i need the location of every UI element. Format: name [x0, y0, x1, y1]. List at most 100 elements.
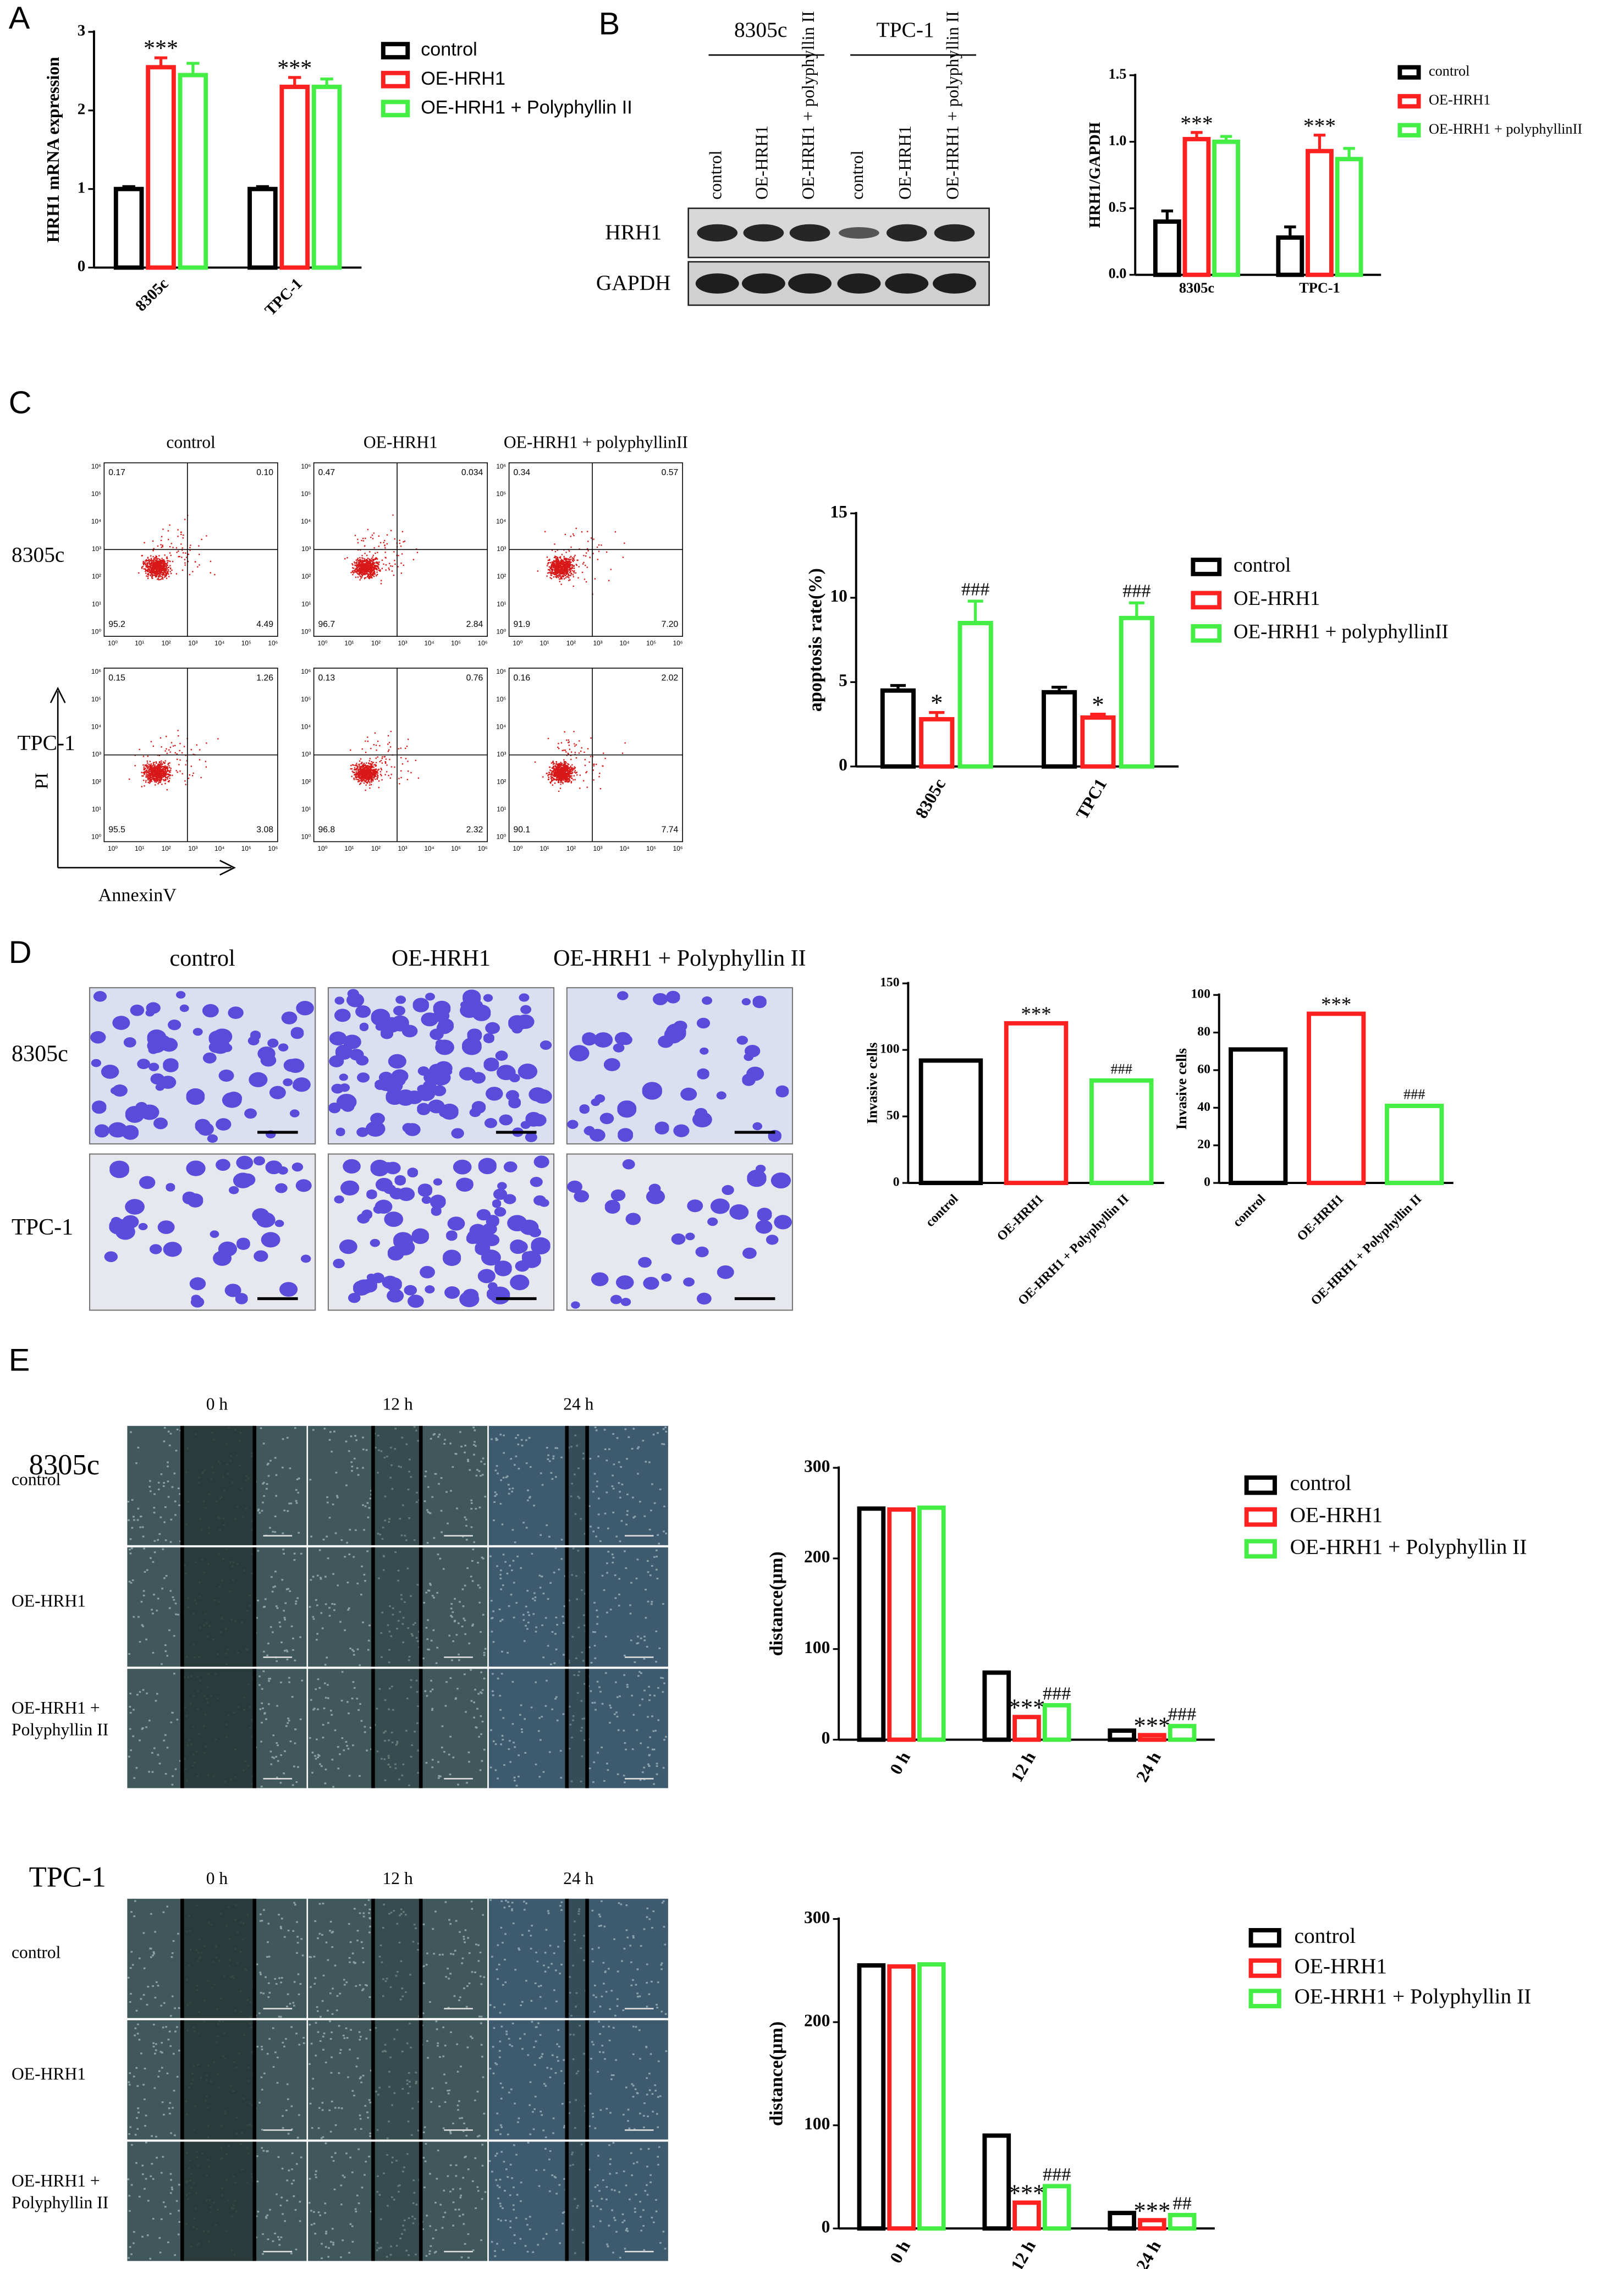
row-label: control: [12, 1942, 61, 1963]
quadrant-value: 2.02: [662, 674, 679, 683]
cell-texture: [309, 1669, 486, 1788]
flow-tick-label: 10²: [497, 572, 506, 580]
row-label: OE-HRH1 + Polyphyllin II: [12, 2171, 109, 2213]
legend-swatch: [1244, 1539, 1277, 1559]
flow-tick-label: 10⁶: [496, 668, 506, 675]
legend-label: control: [1290, 1471, 1352, 1495]
scratch-image: [308, 1425, 488, 1545]
flow-tick-label: 10³: [188, 845, 197, 852]
flow-tick-label: 10⁰: [108, 639, 118, 647]
flow-tick-label: 10²: [371, 845, 381, 852]
cell-texture: [309, 1899, 486, 2018]
flow-tick-label: 10⁶: [301, 668, 311, 675]
bar: [1012, 2200, 1041, 2231]
quadrant-value: 90.1: [513, 825, 530, 835]
flow-tick-label: 10³: [92, 750, 101, 758]
y-tick-label: 2: [78, 100, 85, 118]
y-tick-label: 0: [1204, 1175, 1210, 1189]
bar: [178, 73, 208, 270]
flow-tick-label: 10⁴: [214, 845, 224, 852]
legend-swatch: [1397, 94, 1421, 109]
flow-tick-label: 10³: [301, 750, 311, 758]
error-bar: [1090, 713, 1106, 718]
error-bar: [186, 62, 200, 75]
scratch-edge: [371, 2141, 423, 2261]
bar: [880, 688, 916, 769]
quadrant-value: 0.17: [108, 468, 125, 477]
bar: [1108, 2211, 1137, 2231]
scratch-gap: [182, 2141, 255, 2261]
flow-tick-label: 10⁵: [91, 490, 101, 498]
flow-tick-label: 10²: [92, 778, 101, 786]
significance-label: ***: [1021, 1003, 1051, 1025]
scratch-image: [488, 1425, 668, 1545]
cell-texture: [308, 2142, 487, 2260]
flow-tick-label: 10³: [301, 545, 311, 553]
panel-label: D: [9, 935, 32, 970]
y-tick-label: 40: [1197, 1100, 1210, 1114]
y-tick-label: 0.0: [1109, 266, 1127, 282]
scratch-edge: [565, 2141, 589, 2261]
error-bar: [122, 185, 135, 189]
bar: [1385, 1103, 1444, 1186]
flow-tick-label: 10¹: [135, 639, 144, 647]
x-tick-label: TPC-1: [1299, 280, 1340, 296]
bar: [957, 621, 993, 769]
row-label: TPC-1: [12, 1215, 73, 1240]
legend-swatch: [1397, 65, 1421, 80]
flow-tick-label: 10⁰: [108, 845, 118, 852]
flow-tick-label: 10²: [92, 572, 101, 580]
x-tick-label: 8305c: [132, 275, 172, 315]
row-label: control: [12, 1469, 61, 1490]
significance-label: ***: [1133, 1711, 1170, 1739]
x-tick-label: OE-HRH1: [994, 1192, 1047, 1244]
stained-cells: [567, 990, 789, 1142]
y-tick-label: 0: [839, 755, 847, 774]
flow-events: [344, 514, 419, 585]
flow-tick-label: 10⁵: [91, 695, 101, 703]
quadrant-value: 96.7: [318, 620, 335, 629]
y-tick-label: 1.5: [1109, 66, 1127, 82]
bar: [1138, 2218, 1166, 2231]
flow-tick-label: 10⁶: [91, 668, 101, 675]
scratch-edge: [371, 1547, 423, 1667]
bar: [1108, 1728, 1137, 1742]
significance-label: ***: [1321, 993, 1351, 1016]
legend-swatch: [1191, 591, 1222, 610]
significance-label: ###: [1403, 1087, 1425, 1103]
quadrant-value: 2.32: [466, 825, 483, 835]
legend-label: control: [421, 39, 477, 60]
flow-tick-label: 10¹: [92, 600, 101, 608]
column-label: 24 h: [563, 1869, 593, 1888]
flow-tick-label: 10²: [301, 778, 311, 786]
flow-tick-label: 10³: [497, 545, 506, 553]
flow-tick-label: 10²: [301, 572, 311, 580]
significance-label: *: [1092, 691, 1104, 718]
quadrant-value: 95.2: [108, 620, 125, 629]
y-axis-label: HRH1/GAPDH: [1086, 122, 1104, 228]
legend-swatch: [381, 70, 410, 89]
stained-cells: [328, 989, 552, 1142]
scratch-image: [308, 2141, 488, 2261]
legend-label: OE-HRH1 + polyphyllinII: [1429, 121, 1582, 137]
flow-tick-label: 10²: [566, 845, 576, 852]
stained-cells: [104, 1155, 312, 1308]
quadrant-value: 0.034: [461, 468, 483, 477]
flow-tick-label: 10³: [398, 639, 407, 647]
flow-tick-label: 10⁰: [317, 845, 327, 852]
y-tick-label: 0: [893, 1175, 900, 1189]
quadrant-value: 0.15: [108, 674, 125, 683]
x-tick-label: OE-HRH1: [1295, 1192, 1347, 1244]
legend-label: OE-HRH1: [1234, 587, 1320, 609]
significance-label: *: [931, 689, 943, 717]
scratch-gap: [566, 1425, 587, 1545]
legend-label: OE-HRH1: [1290, 1503, 1383, 1527]
flow-tick-label: 10⁵: [301, 490, 311, 498]
panel-label: C: [9, 385, 32, 421]
significance-label: ***: [1133, 2196, 1170, 2224]
quadrant-value: 0.76: [466, 674, 483, 683]
blot-band: [695, 273, 739, 294]
flow-tick-label: 10⁵: [241, 639, 251, 647]
y-tick-label: 15: [830, 502, 847, 521]
flow-tick-label: 10⁵: [241, 845, 251, 852]
